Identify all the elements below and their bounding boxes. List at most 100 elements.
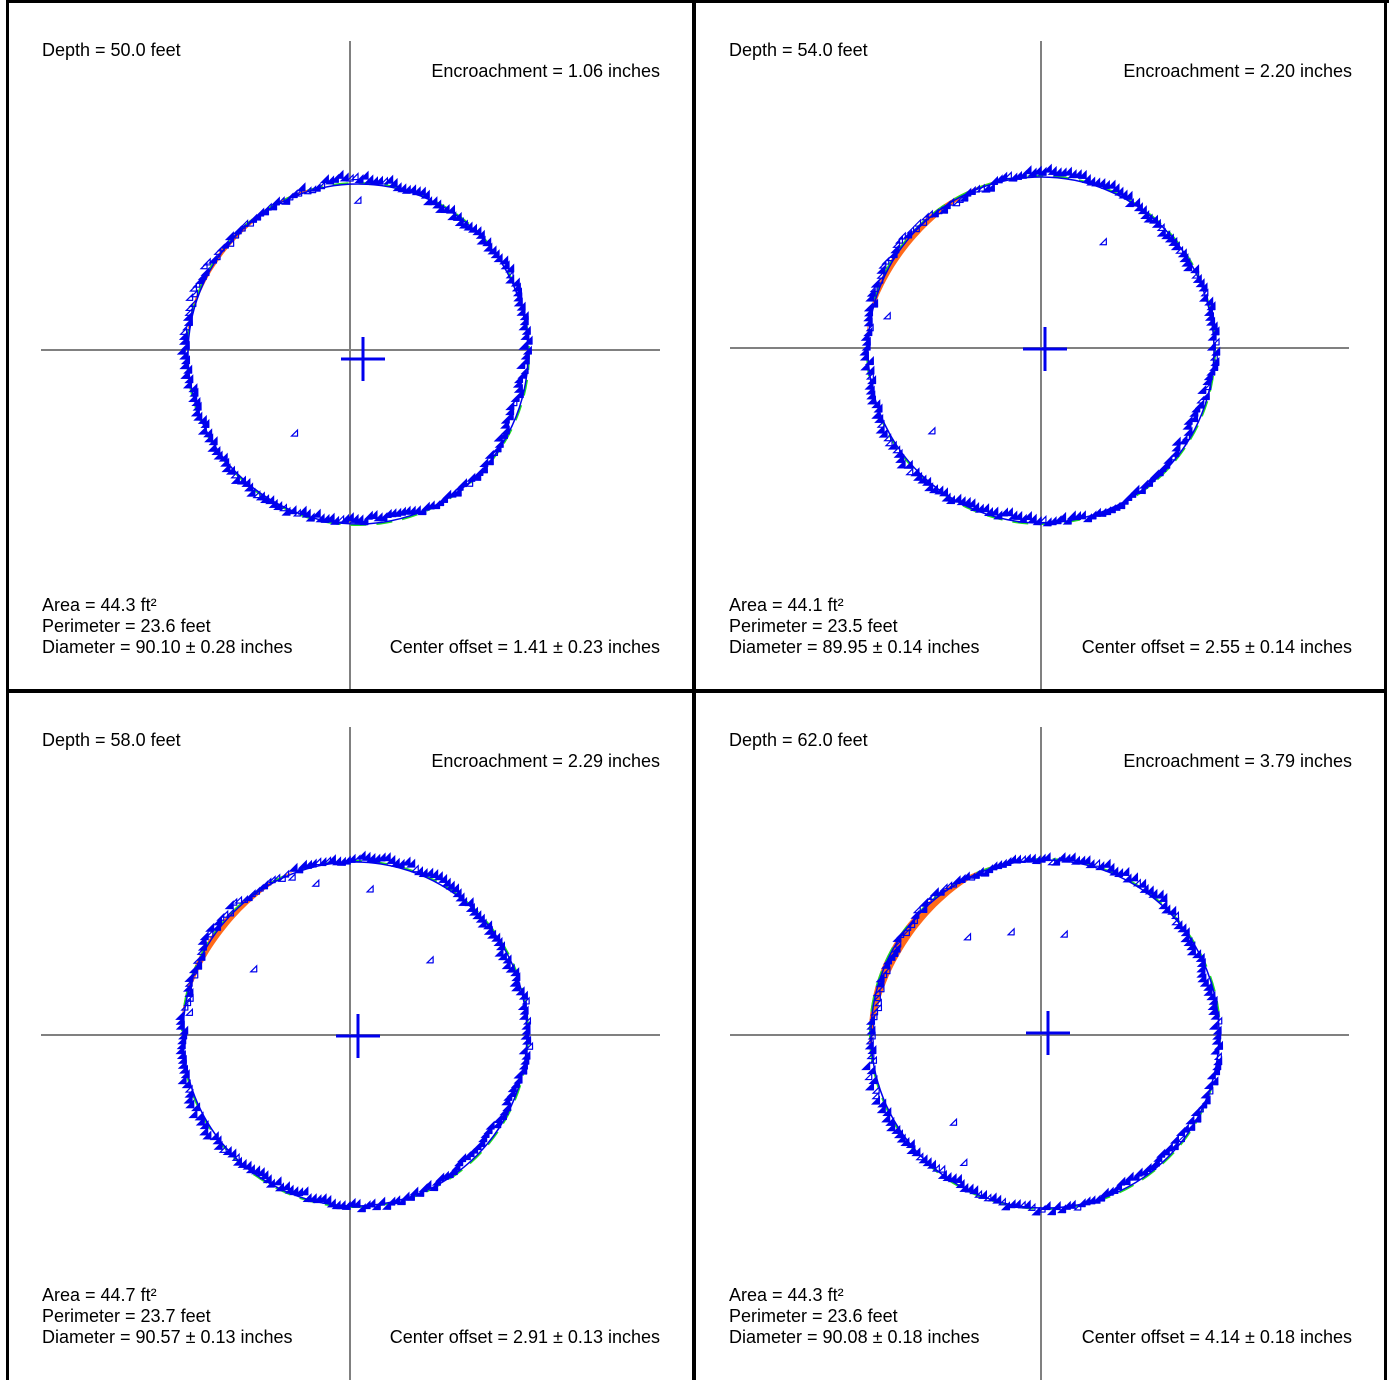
caliper-panel-depth-54: Depth = 54.0 feet Encroachment = 2.20 in… [696,3,1384,689]
caliper-point [1076,510,1086,520]
outlier-point [1170,910,1180,920]
encroachment-region [866,181,996,335]
caliper-point [516,301,526,311]
caliper-point [878,428,888,438]
outer-border-top [6,0,1389,3]
caliper-point [520,350,530,360]
caliper-point [182,311,192,321]
caliper-point [1041,1200,1051,1211]
caliper-point [479,457,489,468]
outlier-point [1200,288,1209,297]
caliper-point [1169,1134,1180,1144]
caliper-point [870,1095,881,1105]
outlier-point [952,198,961,207]
caliper-point [184,1088,194,1098]
caliper-point [1021,1199,1031,1209]
caliper-point [1190,264,1200,274]
caliper-point [518,990,528,1000]
caliper-point [183,316,193,326]
center-offset-label: Center offset = 4.14 ± 0.18 inches [1081,1327,1352,1347]
outlier-point [1203,382,1212,391]
diameter-label: Diameter = 90.57 ± 0.13 inches [42,1327,293,1347]
caliper-point [288,862,298,872]
caliper-point [993,510,1003,520]
caliper-point [866,395,877,405]
outlier-point [509,398,518,407]
caliper-point [224,231,234,241]
outlier-point [911,224,920,233]
center-offset-label: Center offset = 2.91 ± 0.13 inches [389,1327,660,1347]
caliper-point [903,459,913,469]
caliper-point [929,208,939,218]
caliper-point [208,436,218,446]
outlier-point [185,993,194,1002]
outlier-point [525,1041,534,1050]
outlier-point [927,426,936,435]
caliper-point [1057,1204,1067,1214]
caliper-point [864,1081,875,1091]
caliper-point [876,264,886,274]
caliper-point [392,182,402,192]
caliper-point [860,361,870,371]
caliper-point [1167,905,1177,915]
outlier-point [959,1157,968,1167]
outlier-point [1027,1202,1036,1211]
caliper-point [1195,278,1205,288]
caliper-point [1101,858,1111,868]
caliper-point [177,1075,187,1085]
diameter-label: Diameter = 89.95 ± 0.14 inches [729,637,980,657]
caliper-points [859,163,1221,527]
caliper-point [180,1069,190,1079]
caliper-point [366,1198,376,1208]
outlier-point [277,873,286,882]
outlier-point [239,894,249,904]
outlier-point [976,183,985,192]
outlier-point [1156,222,1165,232]
caliper-point [311,508,321,518]
caliper-point [1200,390,1210,401]
outlier-point [912,905,921,914]
caliper-point [1124,197,1134,208]
outlier-point [353,195,362,204]
caliper-point [270,196,280,206]
outlier-point [867,1031,876,1040]
caliper-plot [41,727,660,1380]
caliper-points [175,850,534,1213]
caliper-point [409,1186,419,1196]
outlier-point [379,176,389,185]
caliper-point [1085,859,1095,869]
outlier-point [308,185,317,194]
outlier-point [1003,170,1012,180]
caliper-point [1163,454,1173,464]
outlier-point [876,270,885,279]
caliper-point [364,174,374,184]
caliper-point [1192,949,1202,959]
outlier-point [226,238,235,247]
caliper-point [1194,399,1204,409]
caliper-point [356,850,366,860]
outlier-point [350,172,359,181]
outlier-point [913,218,922,227]
outlier-point [1209,352,1218,361]
area-label: Area = 44.1 ft² [729,595,844,615]
outlier-point [906,225,915,234]
encroachment-region [869,864,1000,1065]
caliper-point [423,196,433,206]
caliper-point [892,932,902,942]
caliper-point [1139,883,1149,893]
caliper-point [493,1113,503,1124]
caliper-point [1128,872,1139,882]
encroachment-label: Encroachment = 1.06 inches [431,61,660,81]
outlier-point [1205,1086,1214,1095]
outlier-point [1098,237,1107,246]
area-label: Area = 44.7 ft² [42,1285,157,1305]
caliper-point [1122,873,1132,883]
caliper-point [202,1130,212,1140]
center-offset-label: Center offset = 2.55 ± 0.14 inches [1081,637,1352,657]
outlier-point [185,292,194,301]
caliper-point [457,478,468,488]
caliper-point [988,175,999,185]
caliper-point [1178,435,1188,445]
caliper-point [205,922,215,932]
caliper-point [1206,991,1216,1001]
